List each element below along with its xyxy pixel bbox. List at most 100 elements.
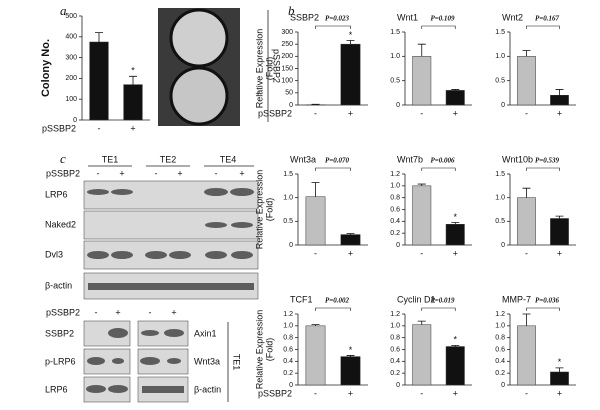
y-tick-label: 300 — [281, 29, 293, 36]
y-tick-label: 500 — [65, 13, 77, 20]
error-bar — [346, 355, 355, 357]
y-tick-label: 200 — [65, 75, 77, 82]
bar — [445, 224, 465, 246]
y-tick-label: 0.5 — [390, 78, 400, 85]
x-tick-label: - — [314, 108, 317, 118]
band — [141, 330, 159, 336]
significance: * — [131, 66, 135, 76]
y-tick-label: 0 — [289, 102, 293, 109]
row-label: β-actin — [194, 384, 221, 394]
y-tick-label: 1.0 — [495, 323, 505, 330]
y-tick-label: 1.0 — [390, 53, 400, 60]
x-tick-label: + — [130, 123, 135, 133]
band — [145, 251, 167, 259]
error-bar — [451, 89, 460, 91]
band — [108, 328, 128, 338]
y-tick-label: 0.8 — [495, 335, 505, 342]
bar — [305, 196, 326, 246]
panel-label: b — [288, 3, 295, 18]
p-value: P=0.019 — [430, 297, 455, 305]
y-tick-label: 200 — [281, 53, 293, 60]
p-value: P=0.167 — [535, 15, 560, 23]
cell-line: TE1 — [232, 354, 242, 371]
chart-title: MMP-7 — [502, 294, 531, 304]
y-axis-label: (Fold) — [264, 338, 274, 362]
condition: - — [155, 168, 158, 178]
error-bar — [129, 75, 137, 85]
y-tick-label: 1.2 — [390, 311, 400, 318]
bar — [550, 218, 569, 246]
p-bracket — [421, 307, 456, 311]
treatment-label: pSSBP2 — [46, 168, 80, 178]
x-tick-label: - — [525, 108, 528, 118]
condition: + — [119, 168, 124, 178]
row-label: Wnt3a — [194, 356, 220, 366]
bar — [445, 90, 465, 106]
band — [164, 329, 184, 337]
condition: + — [239, 168, 244, 178]
y-tick-label: 1.2 — [495, 311, 505, 318]
significance: * — [349, 345, 353, 355]
bar — [517, 56, 536, 106]
bar — [305, 325, 326, 386]
p-bracket — [526, 25, 560, 29]
error-bar — [555, 367, 564, 372]
y-tick-label: 0.6 — [283, 346, 293, 353]
bar — [123, 84, 143, 121]
chart-title: TCF1 — [290, 294, 313, 304]
y-tick-label: 0.4 — [495, 358, 505, 365]
x-tick-label: - — [420, 108, 423, 118]
p-bracket — [315, 307, 351, 311]
p-value: P=0.070 — [325, 157, 350, 165]
error-bar — [451, 222, 460, 225]
error-bar — [417, 320, 426, 325]
y-tick-label: 50 — [285, 90, 293, 97]
y-tick-label: 0 — [501, 382, 505, 389]
bar — [412, 185, 432, 246]
band — [204, 188, 228, 196]
y-tick-label: 0.2 — [390, 370, 400, 377]
p-bracket — [526, 167, 560, 171]
y-tick-label: 1.2 — [283, 311, 293, 318]
condition: - — [149, 307, 152, 317]
y-tick-label: 0.8 — [283, 335, 293, 342]
bar — [340, 234, 361, 246]
bar — [550, 95, 569, 106]
x-tick-label: + — [557, 108, 562, 118]
y-tick-label: 300 — [65, 54, 77, 61]
p-bracket — [315, 167, 351, 171]
y-tick-label: 150 — [281, 65, 293, 72]
x-tick-label: - — [314, 248, 317, 258]
row-label: Naked2 — [45, 219, 76, 229]
y-tick-label: 400 — [65, 34, 77, 41]
y-tick-label: 250 — [281, 41, 293, 48]
row-label: Axin1 — [194, 328, 217, 338]
y-tick-label: 0.5 — [283, 218, 293, 225]
row-label: LRP6 — [45, 384, 68, 394]
y-tick-label: 0 — [396, 242, 400, 249]
chart-title: SSBP2 — [290, 12, 319, 22]
x-tick-label: - — [420, 388, 423, 398]
panel-label: c — [60, 151, 66, 166]
x-tick-label: + — [453, 388, 458, 398]
plate-treatment: pSSBP2 — [272, 49, 282, 83]
p-value: P=0.006 — [430, 157, 455, 165]
chart-title: Wnt1 — [397, 12, 418, 22]
bar — [412, 324, 432, 386]
band — [142, 386, 184, 393]
x-tick-label: - — [525, 388, 528, 398]
row-label: β-actin — [45, 280, 72, 290]
band — [140, 357, 160, 365]
error-bar — [522, 187, 531, 198]
y-tick-label: 0 — [396, 382, 400, 389]
x-tick-label: - — [420, 248, 423, 258]
x-tick-label: + — [348, 248, 353, 258]
condition: + — [171, 307, 176, 317]
y-tick-label: 100 — [281, 78, 293, 85]
band — [88, 283, 254, 290]
error-bar — [522, 313, 531, 326]
y-tick-label: 0.8 — [390, 195, 400, 202]
error-bar — [311, 182, 320, 197]
y-tick-label: 0.2 — [495, 370, 505, 377]
